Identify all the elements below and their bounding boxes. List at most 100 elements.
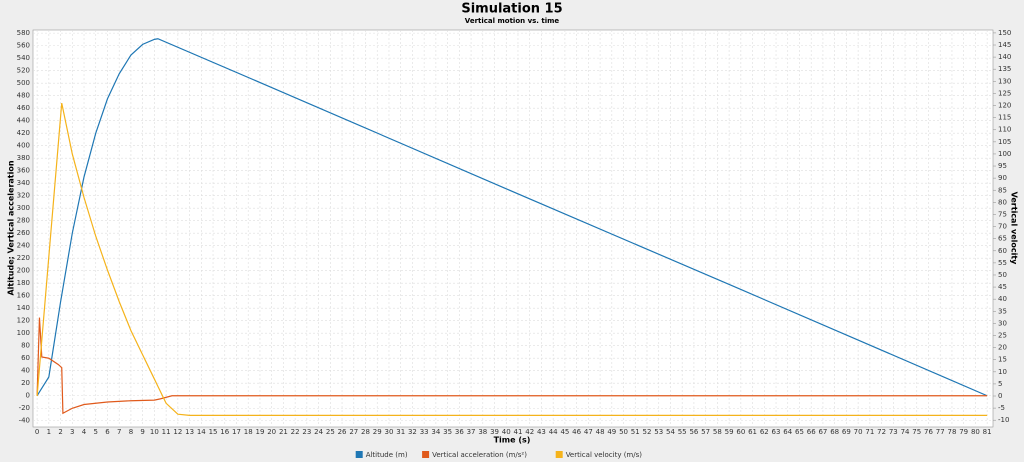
x-tick-label: 19 bbox=[255, 428, 264, 436]
x-tick-label: 18 bbox=[244, 428, 253, 436]
y-tick-label: 480 bbox=[17, 92, 30, 100]
x-tick-label: 44 bbox=[549, 428, 558, 436]
y-tick-label: -40 bbox=[19, 417, 30, 425]
x-tick-label: 15 bbox=[209, 428, 218, 436]
y-tick-label: 520 bbox=[17, 67, 30, 75]
x-tick-label: 71 bbox=[865, 428, 874, 436]
y2-tick-label: 30 bbox=[998, 319, 1007, 327]
y-tick-label: 580 bbox=[17, 29, 30, 37]
legend-swatch bbox=[422, 451, 430, 458]
x-tick-label: 75 bbox=[912, 428, 921, 436]
y2-tick-label: 85 bbox=[998, 186, 1007, 194]
x-tick-label: 47 bbox=[584, 428, 593, 436]
y-tick-label: 460 bbox=[17, 104, 30, 112]
x-tick-label: 0 bbox=[35, 428, 39, 436]
x-tick-label: 46 bbox=[572, 428, 581, 436]
x-tick-label: 21 bbox=[279, 428, 288, 436]
y-tick-label: 60 bbox=[21, 354, 30, 362]
x-tick-label: 4 bbox=[82, 428, 87, 436]
y-tick-label: 260 bbox=[17, 229, 30, 237]
x-tick-label: 59 bbox=[725, 428, 734, 436]
y2-tick-label: 115 bbox=[998, 114, 1011, 122]
x-tick-label: 54 bbox=[666, 428, 675, 436]
x-tick-label: 3 bbox=[70, 428, 74, 436]
x-tick-label: 63 bbox=[772, 428, 781, 436]
y2-tick-label: 20 bbox=[998, 344, 1007, 352]
x-tick-label: 33 bbox=[420, 428, 429, 436]
x-tick-label: 73 bbox=[889, 428, 898, 436]
y-tick-label: 220 bbox=[17, 254, 30, 262]
y2-tick-label: -10 bbox=[998, 416, 1009, 424]
legend-label: Vertical acceleration (m/s²) bbox=[432, 451, 527, 459]
y-tick-label: 400 bbox=[17, 142, 30, 150]
x-tick-label: 9 bbox=[140, 428, 144, 436]
y2-tick-label: 95 bbox=[998, 162, 1007, 170]
y2-tick-label: 55 bbox=[998, 259, 1007, 267]
y2-tick-label: 80 bbox=[998, 198, 1007, 206]
y2-tick-label: 110 bbox=[998, 126, 1011, 134]
x-tick-label: 12 bbox=[173, 428, 182, 436]
y2-tick-label: -5 bbox=[998, 404, 1005, 412]
x-tick-label: 68 bbox=[830, 428, 839, 436]
y2-tick-label: 90 bbox=[998, 174, 1007, 182]
y2-tick-label: 5 bbox=[998, 380, 1002, 388]
x-tick-label: 2 bbox=[58, 428, 62, 436]
x-tick-label: 62 bbox=[760, 428, 769, 436]
y-tick-label: 340 bbox=[17, 179, 30, 187]
y-tick-label: 100 bbox=[17, 329, 30, 337]
x-tick-label: 66 bbox=[807, 428, 816, 436]
legend-swatch bbox=[555, 451, 563, 458]
x-tick-label: 69 bbox=[842, 428, 851, 436]
y-tick-label: 560 bbox=[17, 42, 30, 50]
x-tick-label: 70 bbox=[854, 428, 863, 436]
x-tick-label: 26 bbox=[338, 428, 347, 436]
x-tick-label: 64 bbox=[783, 428, 792, 436]
y2-tick-label: 40 bbox=[998, 295, 1007, 303]
x-tick-label: 1 bbox=[47, 428, 51, 436]
x-axis-label: Time (s) bbox=[494, 436, 531, 445]
y2-tick-label: 75 bbox=[998, 210, 1007, 218]
x-tick-label: 35 bbox=[443, 428, 452, 436]
y-tick-label: 500 bbox=[17, 79, 30, 87]
x-tick-label: 22 bbox=[291, 428, 300, 436]
y2-tick-label: 145 bbox=[998, 41, 1011, 49]
x-tick-label: 52 bbox=[643, 428, 652, 436]
y-tick-label: 80 bbox=[21, 342, 30, 350]
x-tick-label: 8 bbox=[129, 428, 133, 436]
x-tick-label: 74 bbox=[901, 428, 910, 436]
x-tick-label: 37 bbox=[467, 428, 476, 436]
x-tick-label: 49 bbox=[607, 428, 616, 436]
x-tick-label: 6 bbox=[105, 428, 110, 436]
x-tick-label: 36 bbox=[455, 428, 464, 436]
x-tick-label: 76 bbox=[924, 428, 933, 436]
plot-area bbox=[32, 29, 994, 428]
x-tick-label: 24 bbox=[314, 428, 323, 436]
y2-tick-label: 25 bbox=[998, 331, 1007, 339]
x-tick-label: 40 bbox=[502, 428, 511, 436]
y-axis-label: Altitude; Vertical acceleration bbox=[7, 160, 16, 295]
x-tick-label: 65 bbox=[795, 428, 804, 436]
y2-tick-label: 10 bbox=[998, 368, 1007, 376]
y2-tick-label: 15 bbox=[998, 356, 1007, 364]
y2-tick-label: 65 bbox=[998, 235, 1007, 243]
y-tick-label: 300 bbox=[17, 204, 30, 212]
x-tick-label: 53 bbox=[654, 428, 663, 436]
y-tick-label: 320 bbox=[17, 192, 30, 200]
y2-tick-label: 45 bbox=[998, 283, 1007, 291]
legend-label: Altitude (m) bbox=[366, 451, 408, 459]
x-tick-label: 13 bbox=[185, 428, 194, 436]
series-line bbox=[36, 317, 988, 415]
x-tick-label: 14 bbox=[197, 428, 206, 436]
y2-tick-label: 50 bbox=[998, 271, 1007, 279]
x-tick-label: 80 bbox=[971, 428, 980, 436]
x-tick-label: 16 bbox=[220, 428, 229, 436]
x-tick-label: 81 bbox=[983, 428, 992, 436]
x-tick-label: 48 bbox=[596, 428, 605, 436]
y-tick-label: 200 bbox=[17, 267, 30, 275]
y2-tick-label: 105 bbox=[998, 138, 1011, 146]
y-tick-label: 160 bbox=[17, 292, 30, 300]
y-tick-label: 440 bbox=[17, 117, 30, 125]
y2-tick-label: 100 bbox=[998, 150, 1011, 158]
y2-tick-label: 0 bbox=[998, 392, 1002, 400]
